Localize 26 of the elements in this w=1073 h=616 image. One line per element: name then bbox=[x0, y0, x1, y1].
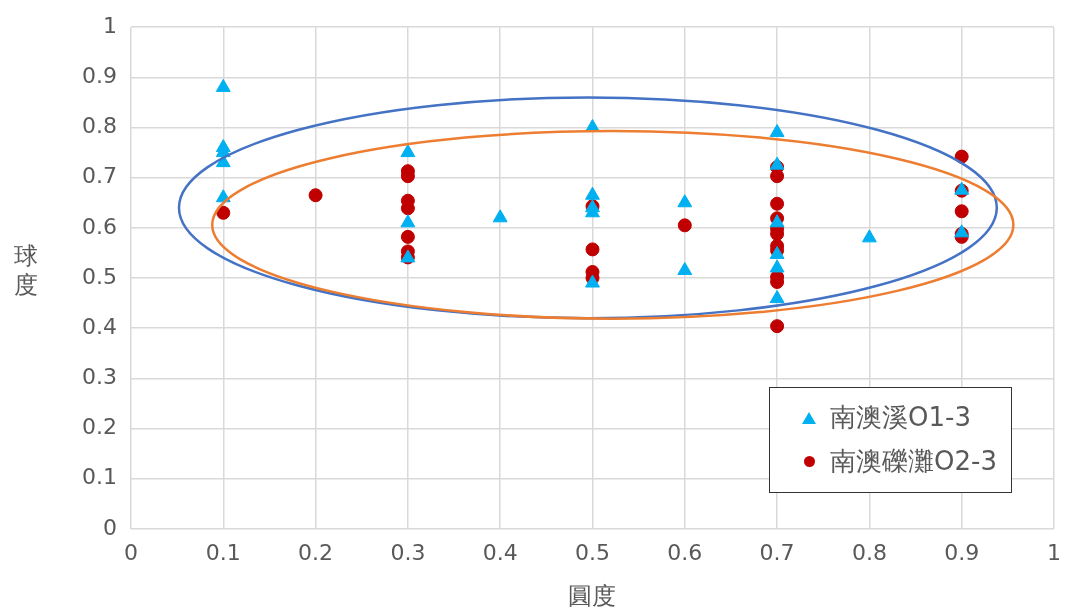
x-tick-label: 0.9 bbox=[944, 539, 980, 565]
y-tick-label: 0 bbox=[102, 514, 117, 540]
y-tick-label: 0.2 bbox=[81, 414, 117, 440]
y-tick-label: 0.6 bbox=[81, 213, 117, 239]
y-tick-label: 0.1 bbox=[81, 464, 117, 490]
x-tick-label: 0.6 bbox=[667, 539, 703, 565]
x-tick-label: 1 bbox=[1047, 539, 1061, 565]
y-tick-label: 0.8 bbox=[81, 113, 117, 139]
x-tick-label: 0.2 bbox=[298, 539, 334, 565]
x-tick-label: 0.1 bbox=[205, 539, 241, 565]
y-tick-label: 0.3 bbox=[81, 364, 117, 390]
y-axis-title: 球度 bbox=[13, 242, 39, 300]
y-tick-label: 0.5 bbox=[81, 263, 117, 289]
x-axis-title: 圓度 bbox=[568, 581, 617, 610]
legend-label: 南澳礫灘O2-3 bbox=[830, 445, 998, 479]
x-tick-label: 0 bbox=[123, 539, 138, 565]
x-tick-label: 0.3 bbox=[390, 539, 426, 565]
y-tick-label: 1 bbox=[102, 12, 117, 38]
x-tick-label: 0.5 bbox=[574, 539, 610, 565]
legend-label: 南澳溪O1-3 bbox=[830, 401, 972, 435]
x-tick-label: 0.8 bbox=[851, 539, 887, 565]
y-tick-label: 0.7 bbox=[81, 163, 117, 189]
x-tick-label: 0.4 bbox=[482, 539, 518, 565]
y-tick-label: 0.9 bbox=[81, 63, 117, 89]
y-tick-label: 0.4 bbox=[81, 313, 117, 339]
x-tick-label: 0.7 bbox=[759, 539, 795, 565]
